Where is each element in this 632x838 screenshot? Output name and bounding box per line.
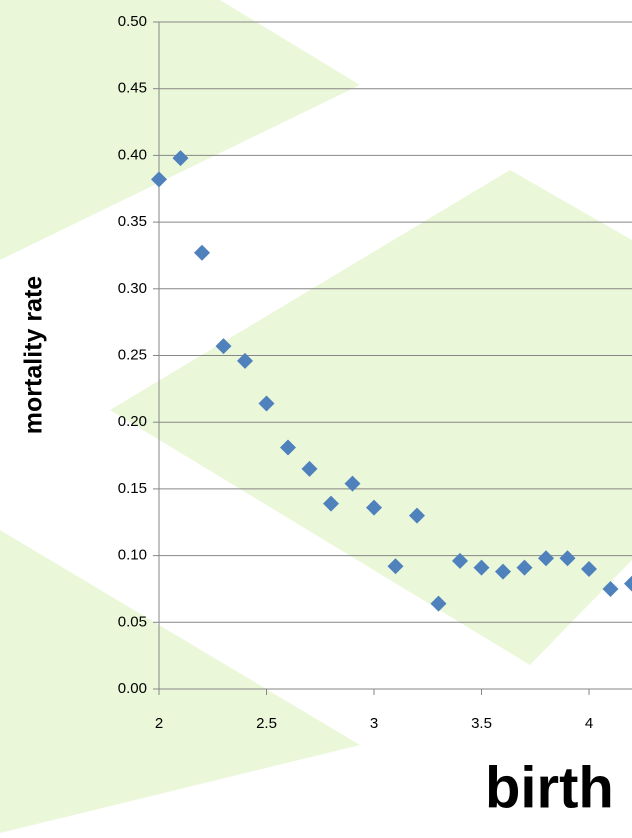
- y-tick-label: 0.25: [118, 346, 147, 363]
- y-tick-label: 0.30: [118, 280, 147, 297]
- y-tick-label: 0.05: [118, 613, 147, 630]
- x-axis-title: birth: [485, 755, 614, 820]
- y-tick-label: 0.45: [118, 80, 147, 97]
- x-tick-label: 2: [155, 715, 163, 732]
- chart: mortality rate birth 0.00 0.05 0.10 0.15 0.2…: [0, 0, 632, 833]
- y-tick-label: 0.10: [118, 547, 147, 564]
- y-tick-label: 0.40: [118, 146, 147, 163]
- page: {"chart_data": {"type": "scatter", "y_la…: [0, 0, 632, 838]
- y-tick-label: 0.35: [118, 213, 147, 230]
- data-point: [624, 576, 632, 592]
- data-point: [194, 245, 210, 261]
- x-tick-label: 4: [585, 715, 593, 732]
- x-tick-label: 3: [370, 715, 378, 732]
- y-tick-label: 0.20: [118, 413, 147, 430]
- y-tick-label: 0.15: [118, 480, 147, 497]
- y-tick-label: 0.00: [118, 680, 147, 697]
- background-decoration: [0, 0, 632, 833]
- x-tick-label: 2.5: [256, 715, 277, 732]
- y-tick-label: 0.50: [118, 13, 147, 30]
- x-tick-label: 3.5: [471, 715, 492, 732]
- y-axis-title: mortality rate: [20, 276, 48, 434]
